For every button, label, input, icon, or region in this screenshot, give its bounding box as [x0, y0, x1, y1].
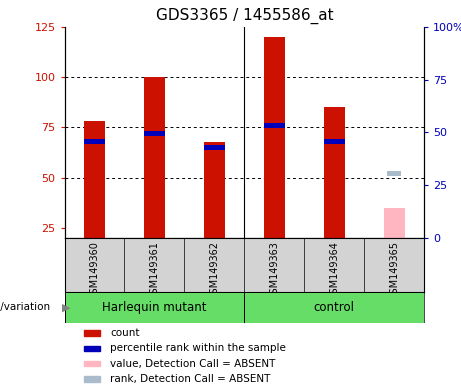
Bar	[84, 376, 100, 382]
Text: GSM149362: GSM149362	[209, 241, 219, 300]
Text: ▶: ▶	[62, 302, 71, 312]
Bar	[264, 37, 285, 238]
Bar	[65, 292, 244, 323]
Bar	[84, 330, 100, 336]
Bar	[84, 346, 100, 351]
Bar	[324, 108, 345, 238]
Bar	[387, 171, 401, 176]
Text: percentile rank within the sample: percentile rank within the sample	[110, 343, 286, 353]
Bar	[204, 145, 225, 150]
Text: count: count	[110, 328, 140, 338]
Text: value, Detection Call = ABSENT: value, Detection Call = ABSENT	[110, 359, 276, 369]
Text: GSM149360: GSM149360	[89, 241, 100, 300]
Text: GSM149361: GSM149361	[149, 241, 160, 300]
Bar	[384, 208, 405, 238]
Text: rank, Detection Call = ABSENT: rank, Detection Call = ABSENT	[110, 374, 271, 384]
Title: GDS3365 / 1455586_at: GDS3365 / 1455586_at	[155, 8, 333, 24]
Text: control: control	[314, 301, 355, 314]
Bar	[264, 123, 285, 128]
Bar	[84, 139, 105, 144]
Text: GSM149363: GSM149363	[269, 241, 279, 300]
Bar	[144, 77, 165, 238]
Text: GSM149365: GSM149365	[389, 241, 399, 300]
Text: Harlequin mutant: Harlequin mutant	[102, 301, 207, 314]
Bar	[84, 361, 100, 366]
Bar	[324, 139, 345, 144]
Bar	[144, 131, 165, 136]
Text: genotype/variation: genotype/variation	[0, 302, 51, 312]
Bar	[204, 142, 225, 238]
Text: GSM149364: GSM149364	[329, 241, 339, 300]
Bar	[244, 292, 424, 323]
Bar	[84, 121, 105, 238]
